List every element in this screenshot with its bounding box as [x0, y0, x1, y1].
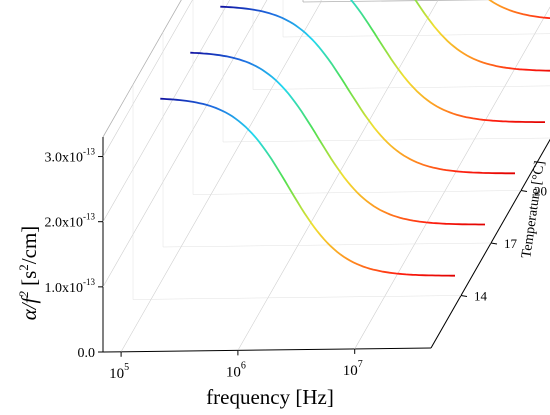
grid-y-left-2 — [102, 0, 231, 222]
x-tick-label: 106 — [226, 360, 246, 380]
y-tick-label: 0.0 — [78, 346, 96, 361]
grid-z-floor-5 — [282, 33, 550, 38]
series-line-29 — [488, 0, 550, 20]
grid-y-left-3 — [102, 0, 193, 157]
left-top-edge — [102, 0, 182, 138]
x-tick-label: 107 — [343, 359, 363, 379]
grid-z-floor-1 — [162, 242, 492, 248]
grid-lines — [102, 0, 550, 352]
z-tick-2 — [520, 190, 528, 192]
series-line-14 — [160, 97, 455, 277]
y-axis-label-unit-suffix: /cm] — [17, 226, 41, 264]
grid-z-floor-3 — [222, 137, 550, 143]
grid-x-floor-0 — [120, 1, 322, 352]
series-line-20 — [220, 5, 515, 175]
z-tick-label: 17 — [504, 236, 518, 251]
grid-x-floor-1 — [237, 0, 439, 351]
series-line-23 — [350, 0, 545, 123]
series-line-26 — [414, 0, 550, 72]
grid-z-floor-0 — [132, 295, 462, 300]
z-tick-label: 14 — [474, 289, 488, 304]
z-axis-label: Temperature [°C] — [519, 160, 548, 259]
y-tick-label: 3.0x10-13 — [45, 147, 96, 166]
y-axis-label: α/f2 [s2/cm] — [16, 226, 41, 321]
grid-z-floor-4 — [252, 85, 550, 90]
z-tick-label: 20 — [534, 184, 547, 199]
z-tick-0 — [460, 295, 468, 297]
series-line-17 — [190, 51, 485, 226]
y-axis-label-unit-sup: 2 — [16, 264, 31, 271]
z-axis-line — [430, 138, 550, 349]
grid-x-floor-2 — [354, 6, 550, 350]
y-axis-label-unit-prefix: [s — [17, 271, 41, 291]
grid-y-left-1 — [102, 0, 268, 287]
y-tick-label: 1.0x10-13 — [45, 277, 96, 296]
y-tick-label: 2.0x10-13 — [45, 212, 96, 231]
series-group — [160, 0, 550, 277]
y-axis-label-sup: 2 — [16, 291, 31, 298]
ticks-group: 0.0 1.0x10-13 2.0x10-13 3.0x10-13 105 106 107 1… — [45, 147, 548, 382]
x-tick-label: 105 — [109, 362, 129, 382]
axes-box — [102, 0, 550, 353]
y-axis-label-main: α/f — [17, 294, 41, 320]
z-tick-1 — [490, 242, 498, 245]
back-floor-edge — [302, 0, 500, 3]
x-axis-label: frequency [Hz] — [206, 385, 334, 409]
x-axis-line — [102, 347, 432, 353]
